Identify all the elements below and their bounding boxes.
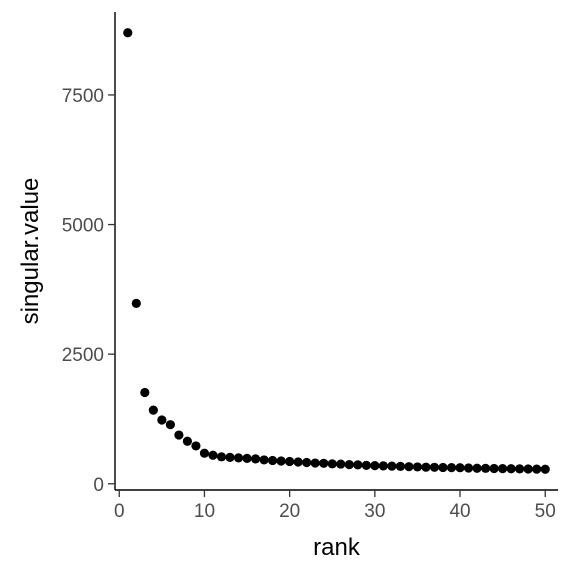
data-point bbox=[507, 464, 516, 473]
data-point bbox=[200, 449, 209, 458]
x-tick-label: 20 bbox=[279, 501, 300, 522]
data-point bbox=[294, 457, 303, 466]
data-point bbox=[438, 463, 447, 472]
y-tick-label: 7500 bbox=[62, 86, 104, 107]
x-tick-label: 50 bbox=[535, 501, 556, 522]
y-axis-title: singular.value bbox=[17, 178, 44, 325]
data-point bbox=[157, 415, 166, 424]
data-point bbox=[123, 28, 132, 37]
data-point bbox=[183, 437, 192, 446]
y-tick-label: 5000 bbox=[62, 216, 104, 237]
data-point bbox=[311, 458, 320, 467]
data-point bbox=[379, 461, 388, 470]
data-point bbox=[490, 464, 499, 473]
data-point bbox=[251, 454, 260, 463]
data-point bbox=[225, 453, 234, 462]
data-point bbox=[353, 460, 362, 469]
data-point bbox=[455, 463, 464, 472]
data-point bbox=[268, 456, 277, 465]
x-tick-label: 0 bbox=[114, 501, 125, 522]
data-point bbox=[234, 453, 243, 462]
data-point bbox=[515, 464, 524, 473]
data-point bbox=[149, 406, 158, 415]
data-point bbox=[132, 299, 141, 308]
x-tick-label: 30 bbox=[364, 501, 385, 522]
data-point bbox=[524, 464, 533, 473]
points-layer bbox=[123, 28, 550, 474]
data-point bbox=[217, 452, 226, 461]
data-point bbox=[242, 454, 251, 463]
x-axis-title: rank bbox=[313, 534, 361, 561]
data-point bbox=[464, 463, 473, 472]
data-point bbox=[319, 459, 328, 468]
data-point bbox=[430, 463, 439, 472]
x-tick-label: 40 bbox=[449, 501, 470, 522]
data-point bbox=[285, 457, 294, 466]
data-point bbox=[498, 464, 507, 473]
y-tick-label: 2500 bbox=[62, 345, 104, 366]
data-point bbox=[387, 462, 396, 471]
data-point bbox=[174, 430, 183, 439]
data-point bbox=[328, 459, 337, 468]
data-point bbox=[302, 458, 311, 467]
data-point bbox=[191, 441, 200, 450]
data-point bbox=[277, 456, 286, 465]
data-point bbox=[166, 420, 175, 429]
data-point bbox=[259, 455, 268, 464]
data-point bbox=[472, 464, 481, 473]
x-tick-label: 10 bbox=[194, 501, 215, 522]
data-point bbox=[421, 463, 430, 472]
data-point bbox=[413, 462, 422, 471]
data-point bbox=[532, 465, 541, 474]
data-point bbox=[447, 463, 456, 472]
data-point bbox=[345, 460, 354, 469]
data-point bbox=[404, 462, 413, 471]
data-point bbox=[370, 461, 379, 470]
data-point bbox=[336, 459, 345, 468]
data-point bbox=[481, 464, 490, 473]
data-point bbox=[396, 462, 405, 471]
data-point bbox=[362, 461, 371, 470]
data-point bbox=[541, 465, 550, 474]
data-point bbox=[208, 451, 217, 460]
y-tick-label: 0 bbox=[93, 475, 104, 496]
axes-layer bbox=[115, 12, 558, 490]
data-point bbox=[140, 388, 149, 397]
